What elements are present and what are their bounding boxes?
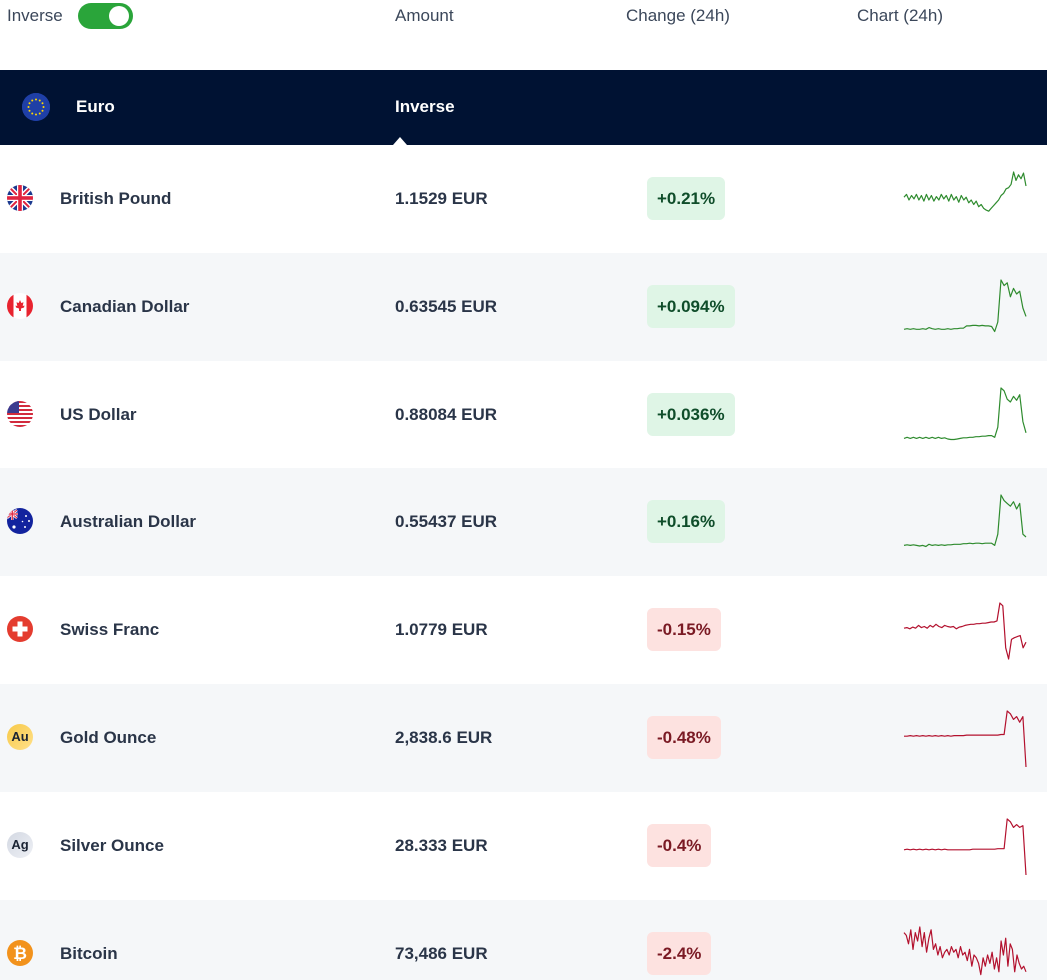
eu-flag-icon [22, 93, 50, 121]
base-currency-bar [0, 70, 1047, 145]
sparkline-chart [903, 602, 1027, 660]
column-header-chart: Chart (24h) [857, 6, 943, 25]
currency-name[interactable]: Swiss Franc [60, 620, 160, 640]
sparkline-chart [903, 818, 1027, 875]
sparkline-path [903, 602, 1027, 660]
currency-amount: 28.333 EUR [395, 835, 488, 855]
base-currency-name[interactable]: Euro [76, 97, 115, 116]
currency-row[interactable]: Australian Dollar 0.55437 EUR +0.16% [0, 468, 1047, 577]
currency-amount: 1.0779 EUR [395, 620, 488, 640]
currency-row[interactable]: Swiss Franc 1.0779 EUR -0.15% [0, 576, 1047, 684]
canada-flag-icon [7, 292, 33, 319]
toggle-knob [109, 6, 129, 26]
change-badge: +0.094% [647, 284, 735, 328]
australia-flag-icon [7, 508, 33, 535]
currency-amount: 2,838.6 EUR [395, 727, 493, 747]
sparkline-chart [903, 386, 1027, 440]
currency-row[interactable]: Canadian Dollar 0.63545 EUR +0.094% [0, 252, 1047, 361]
sparkline-path [903, 494, 1027, 548]
top-bar: Inverse Amount Change (24h) Chart (24h) [0, 0, 1047, 70]
currency-row[interactable]: US Dollar 0.88084 EUR +0.036% [0, 361, 1047, 469]
currency-name[interactable]: British Pound [60, 189, 172, 208]
sparkline-path [903, 386, 1027, 440]
change-badge: -2.4% [647, 931, 712, 975]
currency-amount: 73,486 EUR [395, 943, 488, 963]
sparkline-path [904, 710, 1027, 768]
change-badge: +0.21% [647, 177, 726, 220]
currency-amount: 1.1529 EUR [395, 189, 488, 208]
sparkline-path [903, 925, 1027, 975]
change-badge: +0.036% [647, 392, 735, 436]
currency-row[interactable]: Au Gold Ounce 2,838.6 EUR -0.48% [0, 683, 1047, 792]
change-badge: -0.48% [647, 715, 721, 759]
sparkline-chart [903, 171, 1027, 212]
sparkline-path [903, 171, 1027, 212]
currency-row[interactable]: Ag Silver Ounce 28.333 EUR -0.4% [0, 792, 1047, 900]
inverse-label: Inverse [7, 6, 63, 25]
change-badge: -0.15% [647, 608, 721, 652]
gold-icon: Au [7, 723, 33, 750]
sparkline-path [903, 279, 1027, 332]
inverse-tab[interactable]: Inverse [395, 97, 455, 116]
currency-amount: 0.63545 EUR [395, 296, 498, 316]
sparkline-path [903, 818, 1027, 875]
change-badge: +0.16% [647, 500, 726, 544]
column-header-amount: Amount [395, 6, 454, 25]
uk-flag-icon [7, 185, 33, 211]
bitcoin-icon: ₿ [7, 939, 33, 966]
sparkline-chart [903, 279, 1027, 332]
currency-name[interactable]: Gold Ounce [60, 727, 157, 747]
active-tab-caret [393, 137, 407, 145]
us-flag-icon [7, 400, 33, 427]
currency-row[interactable]: ₿ Bitcoin 73,486 EUR -2.4% [0, 899, 1047, 980]
sparkline-chart [904, 710, 1027, 768]
currency-amount: 0.88084 EUR [395, 404, 498, 424]
switzerland-flag-icon [7, 616, 33, 643]
currency-amount: 0.55437 EUR [395, 512, 498, 532]
currency-name[interactable]: Australian Dollar [60, 512, 197, 532]
currency-name[interactable]: US Dollar [60, 404, 137, 424]
inverse-toggle[interactable] [78, 3, 133, 29]
silver-icon: Ag [7, 831, 33, 858]
sparkline-chart [903, 494, 1027, 548]
column-header-change: Change (24h) [626, 6, 730, 25]
currency-list: British Pound 1.1529 EUR +0.21% Canadian D… [0, 145, 1047, 980]
currency-name[interactable]: Canadian Dollar [60, 296, 190, 316]
currency-name[interactable]: Silver Ounce [60, 835, 164, 855]
currency-row[interactable]: British Pound 1.1529 EUR +0.21% [0, 145, 1047, 253]
change-badge: -0.4% [647, 823, 712, 867]
svg-text:₿: ₿ [13, 944, 27, 964]
currency-name[interactable]: Bitcoin [60, 943, 118, 963]
sparkline-chart [903, 925, 1027, 975]
